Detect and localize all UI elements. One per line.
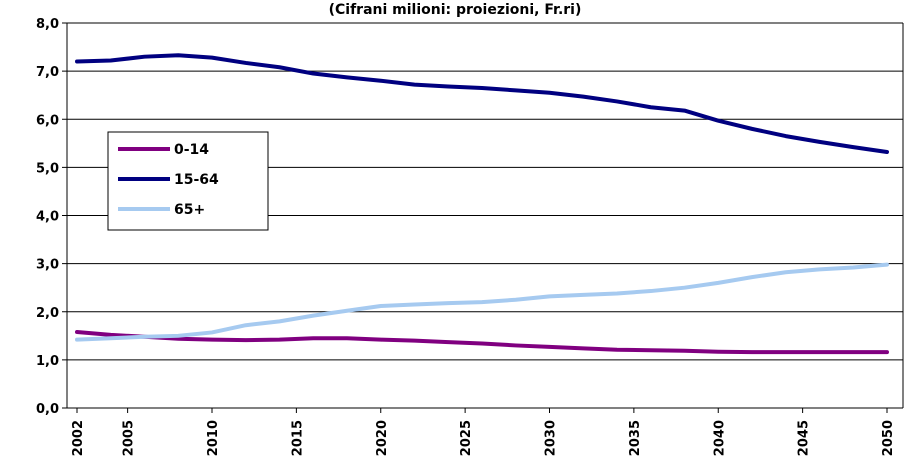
x-tick-label: 2030: [544, 420, 559, 456]
x-tick-label: 2045: [797, 420, 812, 456]
y-tick-label: 5,0: [36, 161, 59, 176]
x-tick-label: 2010: [206, 420, 221, 456]
x-tick-label: 2020: [375, 420, 390, 456]
y-tick-label: 1,0: [36, 354, 59, 369]
x-tick-label: 2025: [459, 420, 474, 456]
x-tick-label: 2015: [290, 420, 305, 456]
x-tick-label: 2002: [71, 420, 86, 456]
y-tick-label: 3,0: [36, 258, 59, 273]
y-tick-label: 7,0: [36, 65, 59, 80]
chart-title: (Cifrani milioni: proiezioni, Fr.ri): [329, 2, 582, 18]
x-tick-label: 2035: [628, 420, 643, 456]
series-line-65+: [75, 262, 889, 342]
legend-label: 0-14: [174, 142, 209, 158]
y-tick-label: 0,0: [36, 402, 59, 417]
x-tick-label: 2005: [122, 420, 137, 456]
y-axis-ticks: 0,0 1,0 2,0 3,0 4,0 5,0 6,0 7,0 8,0: [36, 17, 67, 417]
x-tick-label: 2050: [881, 420, 896, 456]
series-line-15-64: [75, 53, 889, 154]
legend-label: 15-64: [174, 172, 219, 188]
y-tick-label: 8,0: [36, 17, 59, 32]
legend: 0-14 15-64 65+: [107, 131, 269, 231]
x-axis-ticks: 2002 2005 2010 2015 2020 2025 2030 2035 2040 2045…: [71, 408, 896, 456]
series-lines: [75, 53, 889, 355]
series-line-0-14: [75, 329, 889, 355]
legend-label: 65+: [174, 202, 205, 218]
y-tick-label: 4,0: [36, 210, 59, 225]
y-tick-label: 6,0: [36, 113, 59, 128]
y-tick-label: 2,0: [36, 306, 59, 321]
x-tick-label: 2040: [712, 420, 727, 456]
